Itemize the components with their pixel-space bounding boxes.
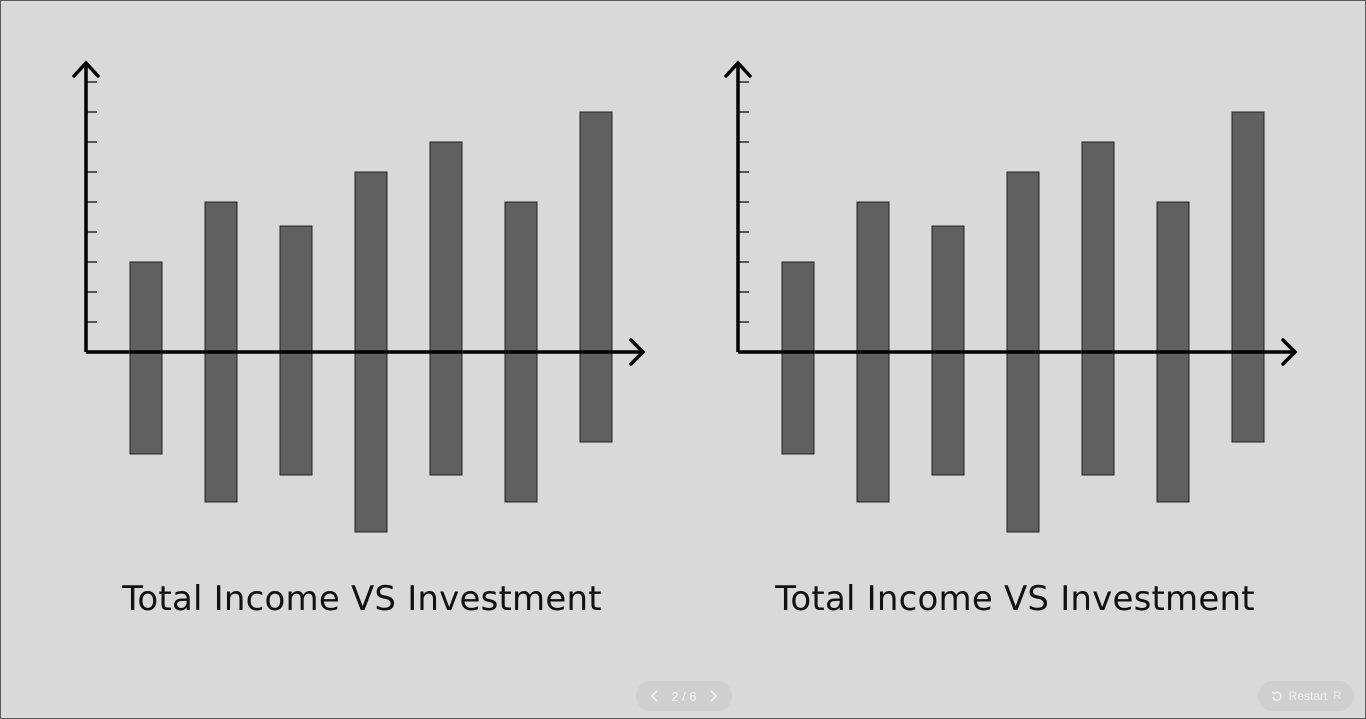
- negative-bar-3: [931, 351, 965, 476]
- negative-bar-1: [129, 351, 163, 455]
- positive-bar-1: [781, 261, 815, 353]
- restart-label: Restart: [1288, 689, 1328, 703]
- positive-bar-4: [354, 171, 388, 353]
- chevron-right-icon: [710, 690, 717, 702]
- restart-icon: [1271, 691, 1282, 701]
- y-axis-arrow: [72, 60, 100, 78]
- positive-bar-5: [429, 141, 463, 353]
- positive-bar-2: [204, 201, 238, 353]
- chart-title-right: Total Income VS Investment: [775, 579, 1255, 619]
- negative-bar-7: [579, 351, 613, 443]
- positive-bar-7: [1231, 111, 1265, 353]
- restart-button[interactable]: Restart R: [1258, 681, 1354, 711]
- negative-bar-4: [354, 351, 388, 533]
- negative-bar-6: [504, 351, 538, 503]
- positive-bar-2: [856, 201, 890, 353]
- bar-chart-left: [72, 60, 646, 533]
- previous-slide-button[interactable]: [648, 689, 662, 703]
- negative-bar-4: [1006, 351, 1040, 533]
- negative-bar-5: [1081, 351, 1115, 476]
- positive-bar-5: [1081, 141, 1115, 353]
- x-axis-arrow: [629, 338, 646, 366]
- positive-bar-3: [931, 225, 965, 353]
- negative-bar-6: [1156, 351, 1190, 503]
- positive-bar-7: [579, 111, 613, 353]
- page-indicator: 2 / 6: [671, 688, 697, 704]
- next-slide-button[interactable]: [706, 689, 720, 703]
- positive-bar-6: [1156, 201, 1190, 353]
- negative-bar-7: [1231, 351, 1265, 443]
- chart-title-left: Total Income VS Investment: [122, 579, 602, 619]
- positive-bar-4: [1006, 171, 1040, 353]
- chevron-left-icon: [651, 690, 658, 702]
- negative-bar-3: [279, 351, 313, 476]
- positive-bar-6: [504, 201, 538, 353]
- negative-bar-2: [856, 351, 890, 503]
- slide-pager: 2 / 6: [636, 681, 732, 711]
- x-axis-arrow: [1281, 338, 1298, 366]
- bar-chart-right: [724, 60, 1298, 533]
- positive-bar-3: [279, 225, 313, 353]
- negative-bar-5: [429, 351, 463, 476]
- negative-bar-2: [204, 351, 238, 503]
- positive-bar-1: [129, 261, 163, 353]
- y-axis-arrow: [724, 60, 752, 78]
- restart-shortcut-key: R: [1333, 690, 1342, 702]
- negative-bar-1: [781, 351, 815, 455]
